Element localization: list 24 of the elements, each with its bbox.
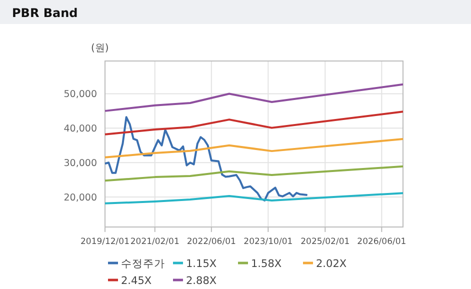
y-axis-title: (원) bbox=[91, 43, 109, 54]
chart-title: PBR Band bbox=[12, 6, 78, 20]
line-series bbox=[104, 138, 404, 158]
line-series bbox=[104, 192, 404, 204]
legend-label: 2.45X bbox=[121, 275, 152, 287]
legend-label: 2.02X bbox=[316, 258, 347, 270]
y-tick-label: 20,000 bbox=[64, 192, 97, 204]
x-tick-label: 2019/12/01 bbox=[80, 237, 130, 247]
x-tick-label: 2023/10/01 bbox=[244, 237, 293, 247]
y-tick-label: 40,000 bbox=[64, 124, 97, 135]
y-tick-label: 50,000 bbox=[64, 89, 97, 100]
line-series bbox=[104, 110, 404, 136]
line-series bbox=[104, 165, 404, 182]
line-series bbox=[104, 116, 308, 202]
legend-label: 2.88X bbox=[186, 275, 217, 287]
y-tick-label: 30,000 bbox=[64, 158, 97, 170]
legend-label: 1.15X bbox=[186, 258, 217, 270]
legend-label: 1.58X bbox=[251, 258, 282, 270]
x-tick-label: 2026/06/01 bbox=[357, 237, 406, 247]
x-tick-label: 2021/02/01 bbox=[130, 237, 180, 247]
line-series bbox=[104, 83, 404, 112]
x-tick-label: 2022/06/01 bbox=[186, 237, 236, 247]
x-tick-label: 2025/02/01 bbox=[300, 237, 350, 247]
legend-label: 수정주가 bbox=[121, 258, 165, 270]
